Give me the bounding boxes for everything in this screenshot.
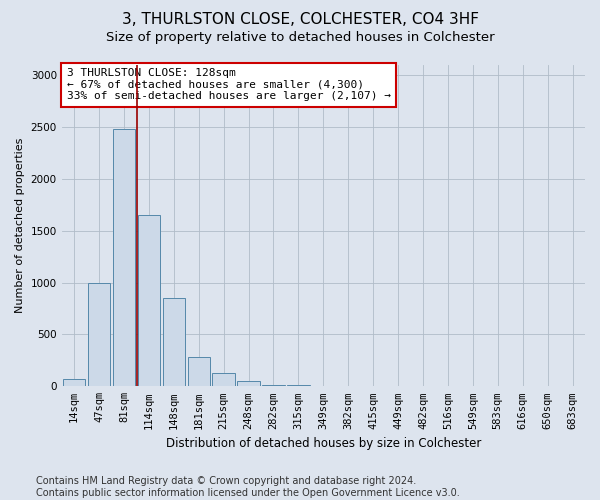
- Bar: [113, 130, 135, 386]
- Text: 3 THURLSTON CLOSE: 128sqm
← 67% of detached houses are smaller (4,300)
33% of se: 3 THURLSTON CLOSE: 128sqm ← 67% of detac…: [67, 68, 391, 102]
- Bar: [262, 385, 285, 386]
- Bar: [238, 381, 260, 386]
- Bar: [188, 358, 210, 386]
- Bar: [212, 373, 235, 386]
- Y-axis label: Number of detached properties: Number of detached properties: [15, 138, 25, 314]
- Bar: [88, 282, 110, 387]
- Text: Size of property relative to detached houses in Colchester: Size of property relative to detached ho…: [106, 31, 494, 44]
- Text: Contains HM Land Registry data © Crown copyright and database right 2024.
Contai: Contains HM Land Registry data © Crown c…: [36, 476, 460, 498]
- X-axis label: Distribution of detached houses by size in Colchester: Distribution of detached houses by size …: [166, 437, 481, 450]
- Bar: [163, 298, 185, 386]
- Bar: [137, 216, 160, 386]
- Bar: [63, 378, 85, 386]
- Text: 3, THURLSTON CLOSE, COLCHESTER, CO4 3HF: 3, THURLSTON CLOSE, COLCHESTER, CO4 3HF: [121, 12, 479, 28]
